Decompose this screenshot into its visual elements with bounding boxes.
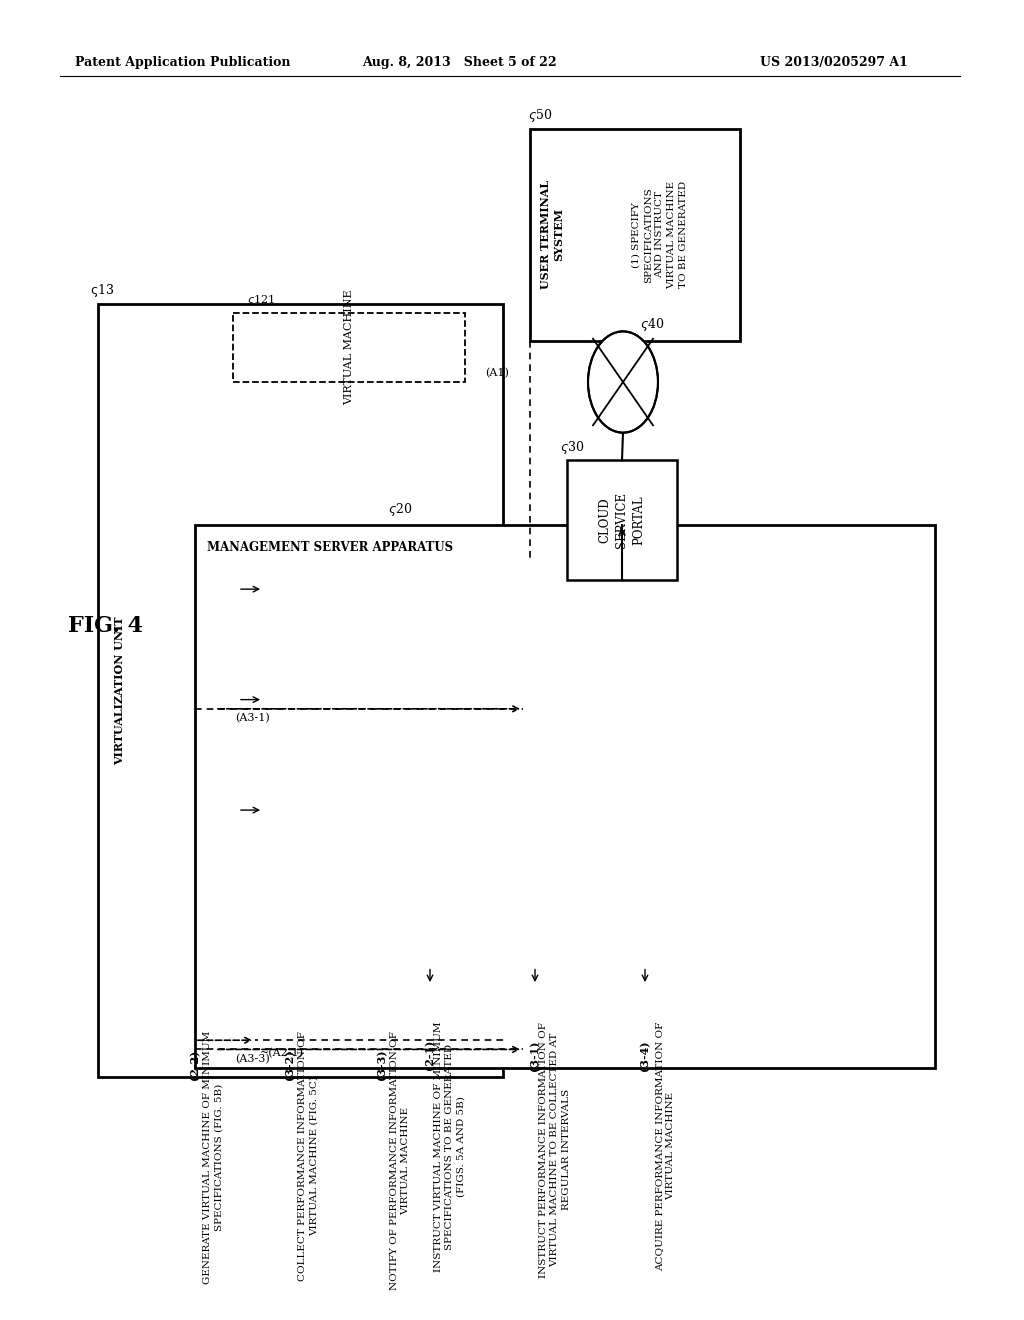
Text: COLLECT PERFORMANCE INFORMATION OF
VIRTUAL MACHINE (FIG. 5C): COLLECT PERFORMANCE INFORMATION OF VIRTU… [298,1031,318,1280]
Text: Patent Application Publication: Patent Application Publication [75,55,291,69]
Text: INSTRUCT VIRTUAL MACHINE OF MINIMUM
SPECIFICATIONS TO BE GENERATED
(FIGS. 5A AND: INSTRUCT VIRTUAL MACHINE OF MINIMUM SPEC… [434,1022,466,1272]
Text: $\varsigma$30: $\varsigma$30 [560,438,585,455]
Text: (1) SPECIFY
SPECIFICATIONS
AND INSTRUCT
VIRTUAL MACHINE
TO BE GENERATED: (1) SPECIFY SPECIFICATIONS AND INSTRUCT … [632,181,688,289]
Text: $\mathsf{\varsigma}$13: $\mathsf{\varsigma}$13 [90,282,115,300]
Text: INSTRUCT PERFORMANCE INFORMATION OF
VIRTUAL MACHINE TO BE COLLECTED AT
REGULAR I: INSTRUCT PERFORMANCE INFORMATION OF VIRT… [539,1022,571,1278]
Text: $\varsigma$121: $\varsigma$121 [247,293,275,308]
Text: $\varsigma$20: $\varsigma$20 [388,502,413,519]
Text: ~(A2-1): ~(A2-1) [260,1048,304,1057]
Text: $\varsigma$50: $\varsigma$50 [528,107,553,124]
Text: Aug. 8, 2013   Sheet 5 of 22: Aug. 8, 2013 Sheet 5 of 22 [362,55,557,69]
Text: (3-3): (3-3) [377,1049,387,1080]
Text: (3-4): (3-4) [640,1040,650,1071]
Bar [233,313,465,381]
Bar [195,525,935,1068]
Text: GENERATE VIRTUAL MACHINE OF MINIMUM
SPECIFICATIONS (FIG. 5B): GENERATE VIRTUAL MACHINE OF MINIMUM SPEC… [203,1031,223,1284]
Text: (2-2): (2-2) [189,1049,201,1080]
Bar [567,461,677,579]
Bar [98,304,503,1077]
Text: $\varsigma$40: $\varsigma$40 [640,317,665,333]
Text: CLOUD
SERVICE
PORTAL: CLOUD SERVICE PORTAL [598,492,645,548]
Text: MANAGEMENT SERVER APPARATUS: MANAGEMENT SERVER APPARATUS [207,541,454,554]
Text: (3-2): (3-2) [285,1049,296,1080]
Text: US 2013/0205297 A1: US 2013/0205297 A1 [760,55,908,69]
Text: (2-1): (2-1) [425,1040,435,1071]
Text: (A3-1): (A3-1) [234,713,269,723]
Text: NOTIFY OF PERFORMANCE INFORMATION OF
VIRTUAL MACHINE: NOTIFY OF PERFORMANCE INFORMATION OF VIR… [390,1031,411,1290]
Text: ACQUIRE PERFORMANCE INFORMATION OF
VIRTUAL MACHINE: ACQUIRE PERFORMANCE INFORMATION OF VIRTU… [654,1022,675,1271]
Text: VIRTUALIZATION UNIT: VIRTUALIZATION UNIT [115,616,126,764]
Text: FIG. 4: FIG. 4 [68,615,143,638]
Text: USER TERMINAL
SYSTEM: USER TERMINAL SYSTEM [540,180,564,289]
Text: (A1): (A1) [485,368,509,379]
Text: VIRTUAL MACHINE: VIRTUAL MACHINE [344,289,354,405]
Ellipse shape [588,331,658,433]
Bar [530,129,740,341]
Text: (A3-3): (A3-3) [234,1055,269,1064]
Text: (3-1): (3-1) [529,1040,541,1071]
